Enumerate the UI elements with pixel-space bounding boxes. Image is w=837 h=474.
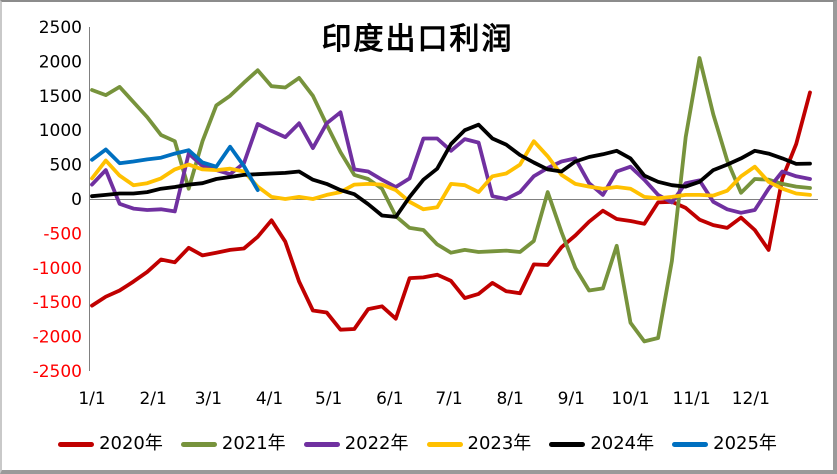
legend-item-2022年: 2022年 [303, 433, 409, 454]
legend-line-swatch [58, 441, 95, 447]
y-axis-tick-label: 1000 [39, 121, 82, 141]
legend-line-swatch [303, 441, 340, 447]
y-axis-tick-label: -2500 [33, 362, 82, 382]
legend-label: 2025年 [713, 433, 777, 454]
series-line-2024年 [90, 122, 812, 219]
x-axis-tick-label: 3/1 [195, 389, 222, 409]
x-axis-tick-label: 7/1 [435, 389, 462, 409]
y-axis-tick-label: 500 [50, 156, 82, 176]
y-axis-tick-label: -1500 [33, 293, 82, 313]
x-axis-tick-label: 10/1 [611, 389, 649, 409]
legend-label: 2020年 [99, 433, 163, 454]
legend-line-swatch [549, 441, 586, 447]
series-line-2023年 [90, 139, 812, 212]
y-axis-tick-label: -2000 [33, 328, 82, 348]
legend-item-2023年: 2023年 [426, 433, 532, 454]
legend-item-2025年: 2025年 [672, 435, 777, 453]
x-axis-tick-label: 4/1 [256, 389, 283, 409]
y-axis-tick-label: 2500 [39, 18, 82, 38]
legend-label: 2021年 [221, 433, 286, 454]
series-line-2025年 [90, 144, 260, 193]
x-axis-tick-label: 9/1 [558, 389, 585, 409]
legend-line-swatch [672, 441, 709, 447]
legend-item-2024年: 2024年 [549, 435, 654, 453]
y-axis-tick-label: 2000 [39, 52, 82, 72]
series-line-2020年 [90, 90, 812, 332]
legend-item-2020年: 2020年 [58, 435, 163, 453]
legend-label: 2024年 [590, 433, 655, 454]
y-axis-tick-label: -500 [43, 224, 82, 244]
legend-label: 2022年 [344, 433, 409, 454]
legend: 2020年 2021年 2022年 2023年 2024年 2025年 [2, 428, 833, 460]
y-axis-tick-label: 1500 [39, 87, 82, 107]
series-line-2021年 [90, 56, 812, 344]
x-axis-tick-label: 5/1 [315, 389, 342, 409]
y-axis-tick-label: -1000 [33, 259, 82, 279]
x-axis-tick-label: 2/1 [139, 389, 166, 409]
legend-item-2021年: 2021年 [180, 433, 286, 454]
x-axis-tick-label: 1/1 [78, 389, 105, 409]
x-axis-tick-label: 12/1 [732, 389, 770, 409]
series-line-2022年 [90, 110, 812, 215]
x-axis-tick-label: 8/1 [496, 389, 523, 409]
legend-line-swatch [426, 441, 463, 447]
x-axis-tick-label: 11/1 [673, 389, 711, 409]
legend-line-swatch [180, 441, 217, 447]
y-axis-tick-label: 0 [71, 190, 82, 210]
chart-title: 印度出口利润 [321, 22, 514, 57]
legend-label: 2023年 [467, 433, 532, 454]
x-axis-tick-label: 6/1 [376, 389, 403, 409]
